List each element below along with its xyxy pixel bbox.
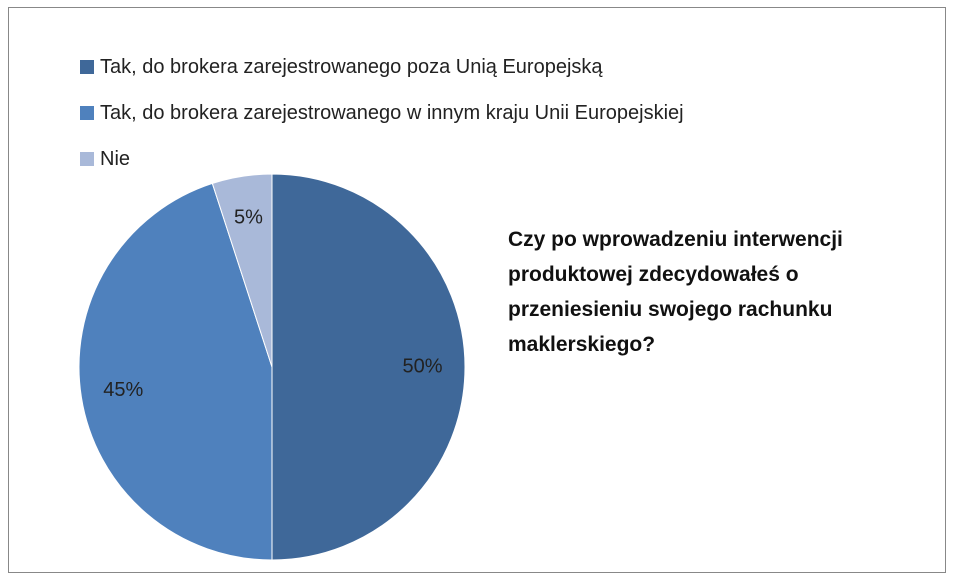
data-label: 45% — [103, 379, 143, 401]
legend-item: Tak, do brokera zarejestrowanego w innym… — [80, 90, 684, 136]
legend: Tak, do brokera zarejestrowanego poza Un… — [80, 44, 684, 182]
pie-slice — [211, 173, 273, 368]
legend-label: Tak, do brokera zarejestrowanego poza Un… — [100, 55, 603, 78]
legend-swatch — [80, 60, 94, 74]
legend-item: Nie — [80, 136, 684, 182]
legend-item: Tak, do brokera zarejestrowanego poza Un… — [80, 44, 684, 90]
chart-title: Czy po wprowadzeniu interwencji produkto… — [508, 228, 843, 356]
legend-label: Nie — [100, 147, 131, 170]
legend-label: Tak, do brokera zarejestrowanego w innym… — [100, 101, 684, 124]
pie-slice — [271, 173, 466, 561]
chart-border — [8, 7, 946, 573]
pie-slice — [78, 182, 273, 561]
legend-swatch — [80, 106, 94, 120]
data-label: 50% — [403, 355, 443, 377]
legend-swatch — [80, 152, 94, 166]
data-label: 5% — [234, 207, 263, 229]
